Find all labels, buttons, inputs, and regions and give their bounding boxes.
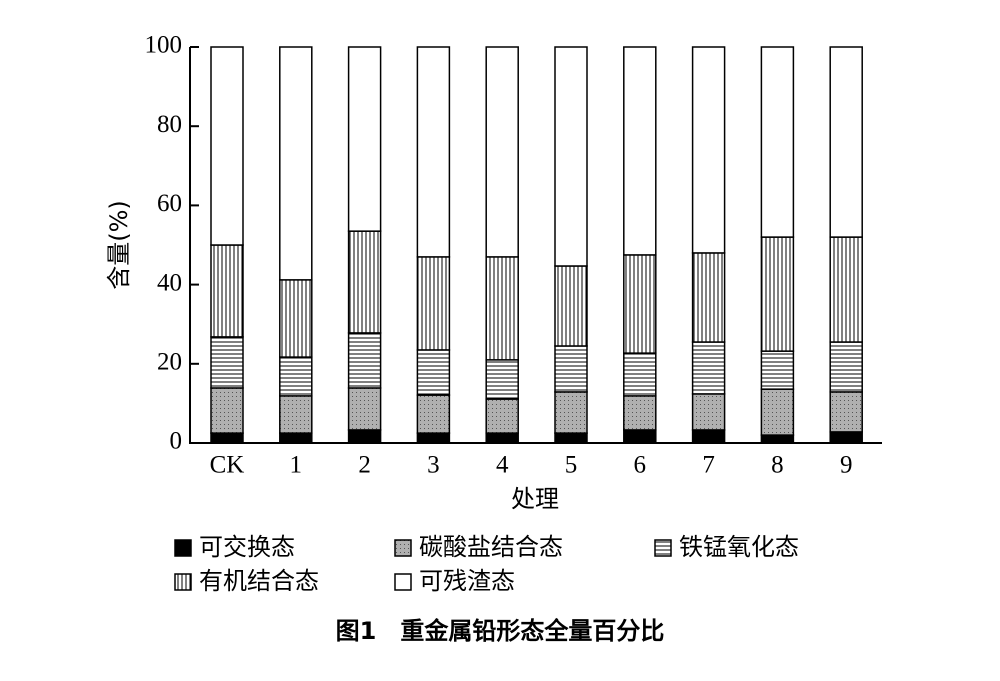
bar-segment [485, 359, 519, 400]
bar-segment [829, 46, 863, 238]
bar-segment [210, 387, 244, 434]
bar-segment [347, 46, 382, 232]
bar-segment [554, 345, 588, 393]
x-tick-label: 6 [634, 452, 647, 479]
x-tick-label: 3 [427, 452, 440, 479]
y-axis-label: 含量(%) [105, 200, 133, 290]
legend-swatch [174, 539, 192, 557]
bar-segment [760, 388, 795, 436]
bar-segment [760, 434, 795, 444]
bar-segment [416, 256, 451, 351]
bar-segment [554, 432, 588, 444]
bar-segment [623, 46, 657, 256]
bar-segment [347, 387, 382, 431]
bar-segment [691, 393, 726, 431]
bar-segment [760, 46, 795, 238]
bar-segment [210, 432, 244, 444]
bar-segment [760, 350, 795, 390]
bar-segment [829, 341, 863, 393]
y-tick-label: 40 [157, 269, 182, 296]
y-tick-label: 80 [157, 111, 182, 138]
bar-segment [691, 46, 726, 254]
x-tick-label: 7 [702, 452, 715, 479]
bar-segment [829, 236, 863, 343]
bar-segment [691, 252, 726, 343]
bar-segment [760, 236, 795, 352]
bar-segment [416, 394, 451, 434]
x-tick-label: CK [210, 452, 245, 479]
bar-segment [554, 265, 588, 347]
bar-segment [347, 230, 382, 334]
chart-title: 图1 重金属铅形态全量百分比 [336, 617, 665, 645]
x-tick-label: 8 [771, 452, 784, 479]
x-tick-label: 4 [496, 452, 509, 479]
bar-segment [279, 432, 313, 444]
x-axis-label: 处理 [511, 485, 559, 513]
bar-segment [279, 46, 313, 281]
x-tick-label: 5 [565, 452, 578, 479]
bar-segment [829, 391, 863, 433]
legend-label: 可残渣态 [419, 567, 515, 595]
legend-swatch [174, 573, 192, 591]
legend-swatch [394, 573, 412, 591]
bar-segment [279, 356, 313, 397]
x-tick-label: 2 [358, 452, 371, 479]
bar-segment [416, 432, 451, 444]
bar-segment [623, 395, 657, 431]
bar-segment [691, 341, 726, 395]
bar-segment [485, 46, 519, 258]
bar-segment [554, 391, 588, 434]
y-tick-label: 100 [145, 32, 183, 59]
legend-label: 有机结合态 [199, 567, 319, 595]
y-tick-label: 20 [157, 349, 182, 376]
legend-swatch [654, 539, 672, 557]
bar-segment [210, 46, 244, 246]
legend-label: 碳酸盐结合态 [419, 533, 563, 561]
bar-segment [210, 336, 244, 389]
x-tick-label: 1 [290, 452, 303, 479]
bar-segment [485, 432, 519, 444]
bar-segment [347, 332, 382, 389]
bar-segment [623, 352, 657, 397]
y-tick-label: 0 [170, 428, 183, 455]
bar-segment [691, 429, 726, 444]
bar-segment [210, 244, 244, 338]
bar-segment [485, 398, 519, 434]
legend-swatch [394, 539, 412, 557]
bar-segment [554, 46, 588, 267]
legend-label: 可交换态 [199, 533, 295, 561]
bar-segment [279, 279, 313, 358]
bar-segment [279, 395, 313, 434]
bar-segment [416, 349, 451, 396]
bar-segment [829, 431, 863, 444]
y-tick-label: 60 [157, 190, 182, 217]
x-tick-label: 9 [840, 452, 853, 479]
bar-segment [623, 429, 657, 444]
bar-segment [416, 46, 451, 258]
legend-label: 铁锰氧化态 [679, 533, 799, 561]
bar-segment [623, 254, 657, 354]
bar-segment [485, 256, 519, 361]
bar-segment [347, 429, 382, 444]
